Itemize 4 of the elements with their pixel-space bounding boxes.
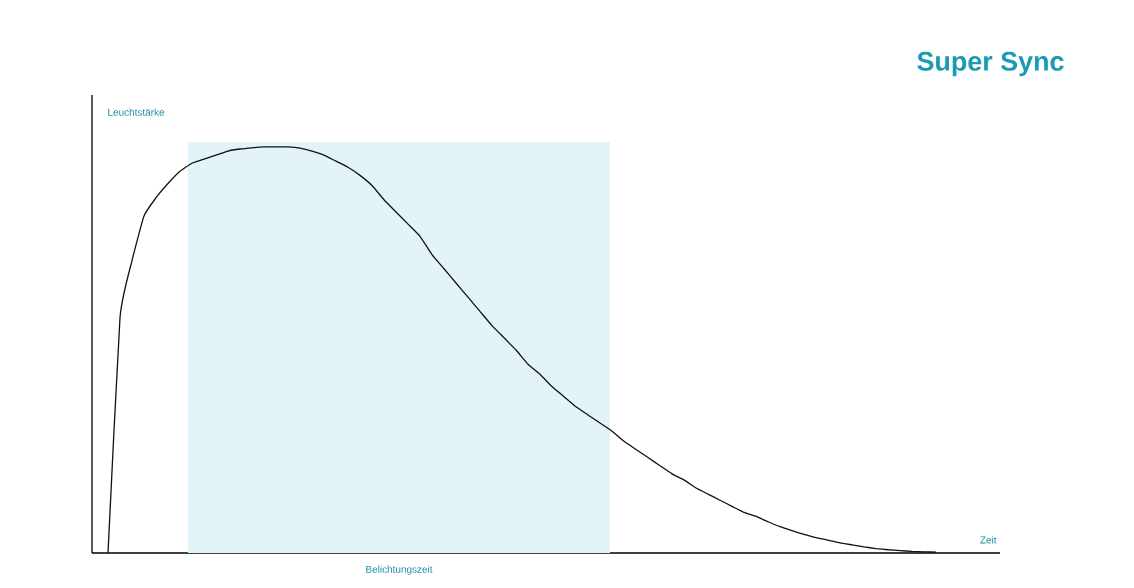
x-axis-title: Zeit <box>980 536 997 544</box>
chart-title: Super Sync <box>917 51 1064 77</box>
text: Belichtungszeit <box>366 565 433 575</box>
text: Leuchtstärke <box>108 108 165 116</box>
